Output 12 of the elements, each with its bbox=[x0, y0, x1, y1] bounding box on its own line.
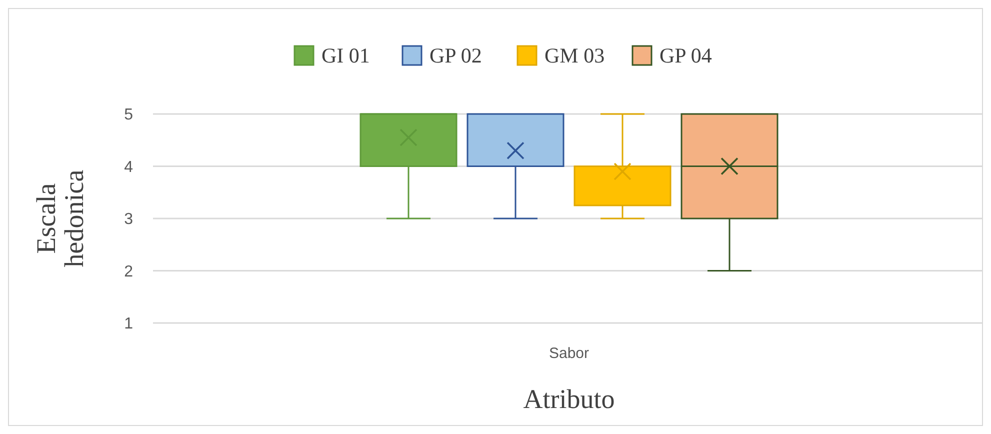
y-tick-label: 4 bbox=[124, 158, 134, 176]
x-tick-label: Sabor bbox=[548, 345, 590, 362]
x-axis-title: Atributo bbox=[523, 384, 615, 414]
y-axis-title: Escala hedonica bbox=[31, 170, 89, 268]
legend-label: GP 02 bbox=[430, 43, 482, 68]
y-tick-label: 1 bbox=[124, 316, 134, 333]
legend-label: GM 03 bbox=[544, 43, 605, 68]
y-tick-label: 3 bbox=[124, 211, 134, 228]
y-tick-label: 5 bbox=[124, 106, 134, 124]
y-tick-label: 2 bbox=[124, 263, 134, 280]
legend-label: GP 04 bbox=[660, 43, 712, 68]
legend-label: GI 01 bbox=[322, 43, 370, 68]
